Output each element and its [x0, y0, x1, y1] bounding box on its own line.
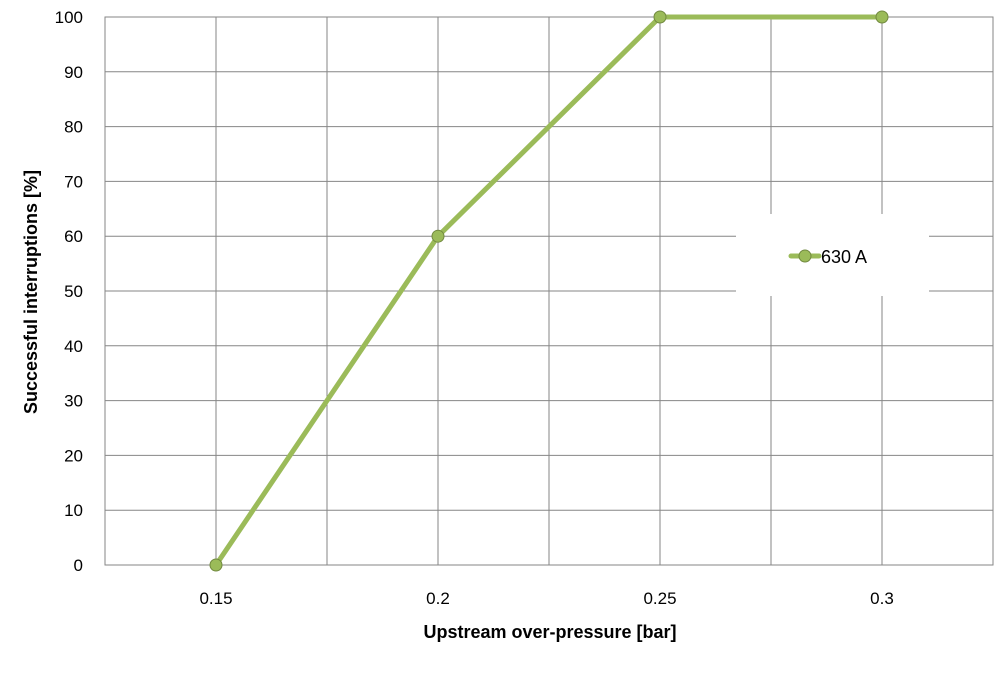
x-tick-label: 0.2 — [426, 589, 450, 608]
y-tick-label: 30 — [64, 392, 83, 411]
x-tick-label: 0.3 — [870, 589, 894, 608]
series-line — [213, 14, 885, 568]
legend: 630 A — [736, 214, 929, 296]
series-layer — [209, 10, 889, 572]
y-tick-label: 100 — [55, 8, 83, 27]
plot-area-border — [104, 16, 994, 566]
y-axis-label: Successful interruptions [%] — [21, 170, 41, 414]
y-tick-label: 0 — [74, 556, 83, 575]
legend-marker — [798, 249, 812, 263]
y-tick-label: 10 — [64, 501, 83, 520]
x-tick-label: 0.15 — [199, 589, 232, 608]
x-tick-label: 0.25 — [643, 589, 676, 608]
y-tick-label: 40 — [64, 337, 83, 356]
x-axis-ticks: 0.15 0.2 0.25 0.3 — [199, 589, 893, 608]
y-axis-ticks: 0 10 20 30 40 50 60 70 80 90 100 — [55, 8, 83, 575]
y-tick-label: 60 — [64, 227, 83, 246]
data-point — [875, 10, 889, 24]
legend-entry-label: 630 A — [821, 247, 867, 267]
y-tick-label: 50 — [64, 282, 83, 301]
legend-box — [736, 214, 929, 296]
data-point — [431, 229, 445, 243]
y-tick-label: 20 — [64, 446, 83, 465]
data-point — [209, 558, 223, 572]
y-tick-label: 70 — [64, 172, 83, 191]
y-tick-label: 80 — [64, 118, 83, 137]
data-point — [653, 10, 667, 24]
x-axis-label: Upstream over-pressure [bar] — [423, 622, 676, 642]
y-tick-label: 90 — [64, 63, 83, 82]
